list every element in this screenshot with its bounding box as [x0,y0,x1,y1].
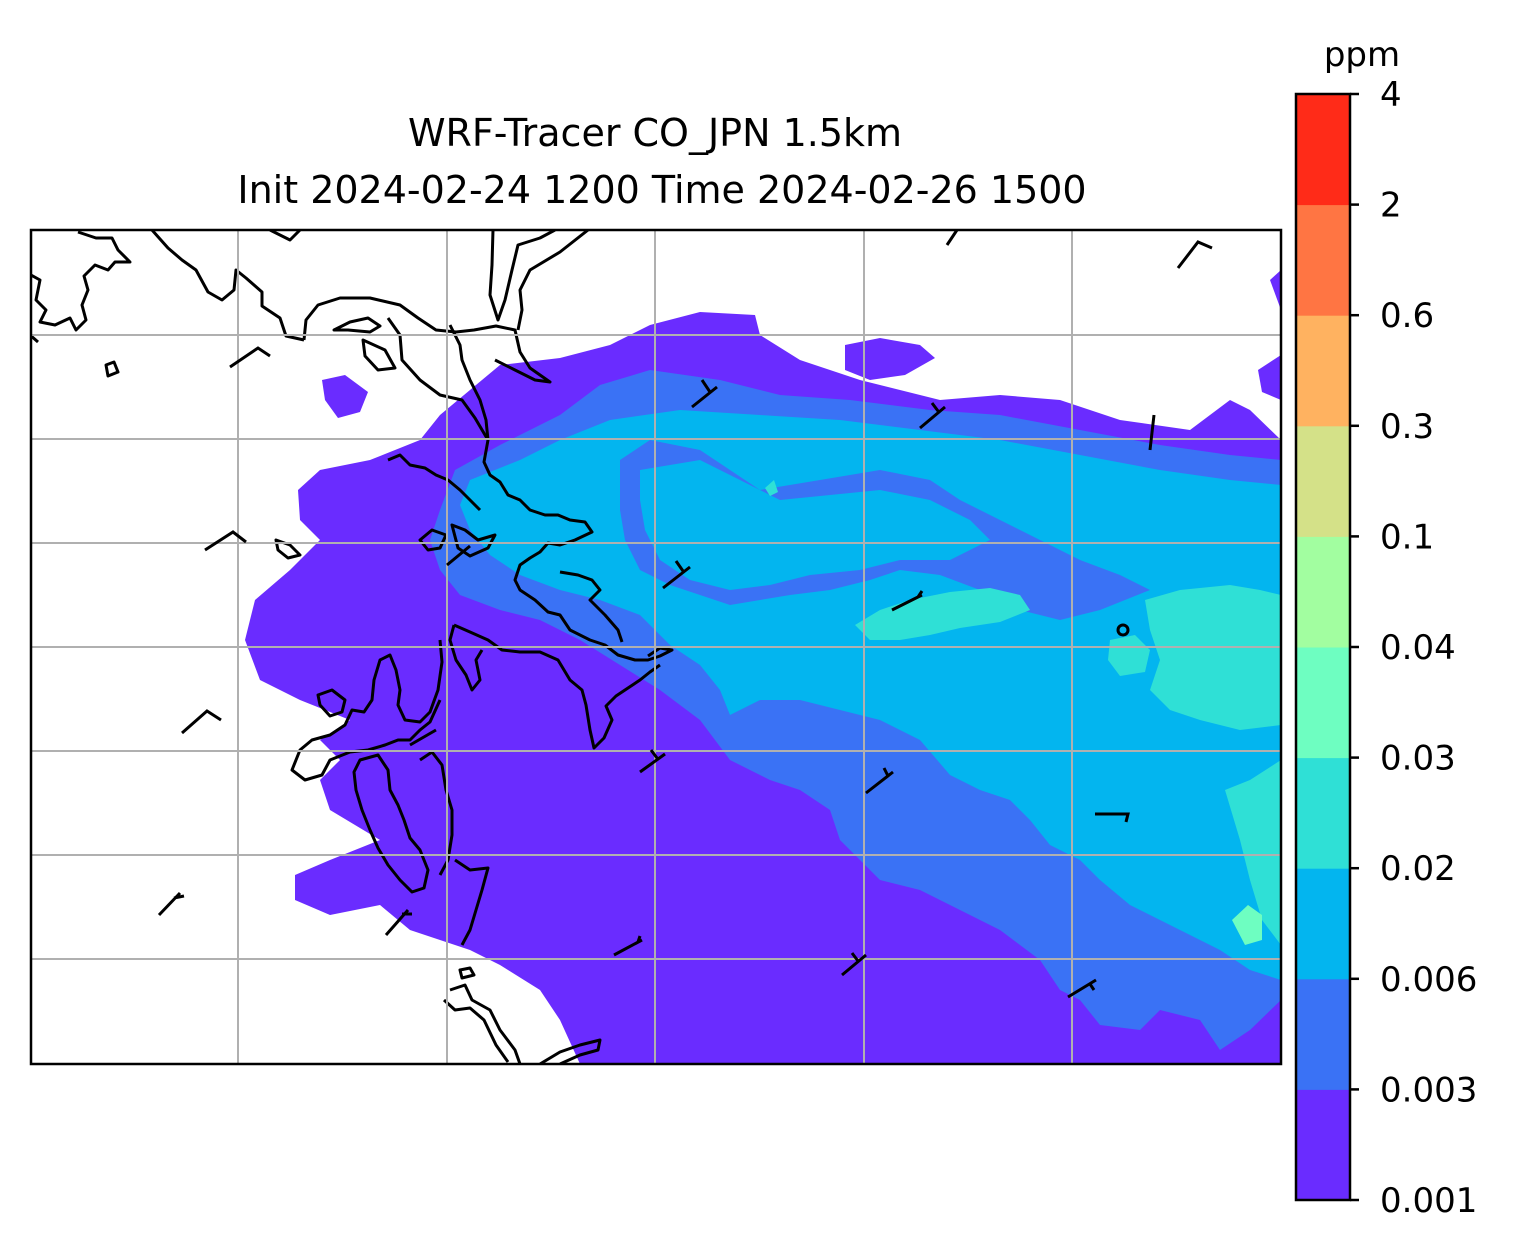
colorbar-tick-label: 0.02 [1380,849,1456,889]
wind-barb [919,402,946,430]
coastline [453,623,661,750]
colorbar-tick-label: 0.3 [1380,407,1434,447]
wind-barb [613,935,643,957]
coastline [516,230,589,331]
wind-barb [841,952,867,977]
coastline [449,983,522,1064]
wind-barb [639,749,666,774]
wind-barb [662,560,691,590]
plume-level-0.02 [855,588,1030,640]
coastline [302,296,552,384]
wind-barb [1176,240,1213,269]
coastline [269,230,302,242]
plume-level-0.02 [765,480,778,496]
colorbar-tick-label: 0.03 [1380,739,1456,779]
wind-barb [1095,812,1130,823]
wind-barb [204,530,247,552]
coastline [442,998,510,1063]
coastline [454,858,490,946]
map-subtitle: Init 2024-02-24 1200 Time 2024-02-26 150… [237,168,1086,212]
coastline [418,528,448,552]
plume-level-0.03 [1232,905,1262,945]
wind-barb [1148,414,1156,451]
wind-barb [891,590,924,612]
wind-barbs [157,230,1213,999]
wind-barb [409,728,437,747]
wind-barb [865,767,894,795]
coastline [332,316,382,334]
colorbar-segment [1296,868,1350,980]
plume-level-0.02 [1108,635,1150,676]
colorbar-tick-label: 10 [1380,0,1423,4]
plume-level-0.02 [1225,760,1281,945]
coastline [450,523,497,558]
coastline [352,753,430,894]
coastlines [31,230,1130,1064]
colorbar-tick-label: 0.6 [1380,296,1434,336]
coastline [488,230,556,322]
coastline [448,624,484,692]
map-title: WRF-Tracer CO_JPN 1.5km [408,111,902,155]
plume-level-0.001-patch [845,338,935,380]
coastline [274,538,302,560]
colorbar-tick-label: 2 [1380,186,1402,226]
coastline [448,324,490,441]
coastline [31,230,132,332]
plume-level-0.006-inner [640,460,990,590]
coastline [458,966,476,980]
colorbar-tick-label: 0.04 [1380,628,1456,668]
coastline [104,360,120,378]
wind-barb [181,709,222,735]
gridlines [31,230,1281,1064]
coastline [539,1038,602,1064]
wind-barb [446,544,471,567]
plume-level-0.001-patch [322,375,368,418]
colorbar-tick-label: 0.1 [1380,517,1434,557]
wind-barb [945,230,959,246]
coastline [1116,623,1130,637]
colorbar-segment [1296,204,1350,316]
colorbar-segment [1296,315,1350,427]
colorbar-segment [1296,757,1350,869]
colorbar-tick-label: 0.006 [1380,960,1477,1000]
colorbar-segment [1296,647,1350,759]
plume-level-0.02 [1145,585,1281,730]
colorbar-tick-label: 4 [1380,75,1402,115]
wind-barb [691,379,718,409]
wind-barb [229,346,271,369]
colorbar-segment [1296,536,1350,648]
coastline [316,688,347,718]
wind-barb [1067,978,1097,999]
colorbar-segment [1296,978,1350,1090]
wind-barb [384,909,412,936]
map-frame [29,228,1283,1066]
coastline [559,570,624,643]
coastline [361,338,397,372]
wind-barb [157,891,185,917]
colorbar-tick-label: 0.003 [1380,1070,1477,1110]
colorbar-label: ppm [1324,35,1400,75]
colorbar-tick-label: 0.001 [1380,1181,1477,1221]
colorbar-segment [1296,425,1350,537]
colorbar: 0.001 0.003 0.006 0.02 0.03 0.04 0.1 0.3 0.6 2 4 10 [1294,0,1477,1221]
colorbar-segment [1296,94,1350,206]
colorbar-segment [1296,1089,1350,1201]
plume-level-0.001-patch [1258,355,1281,400]
coastline [290,639,444,782]
map-panel [31,230,1281,1064]
coastline [150,230,305,342]
plume-level-0.001-patch [1270,270,1281,310]
coastline [387,453,482,512]
